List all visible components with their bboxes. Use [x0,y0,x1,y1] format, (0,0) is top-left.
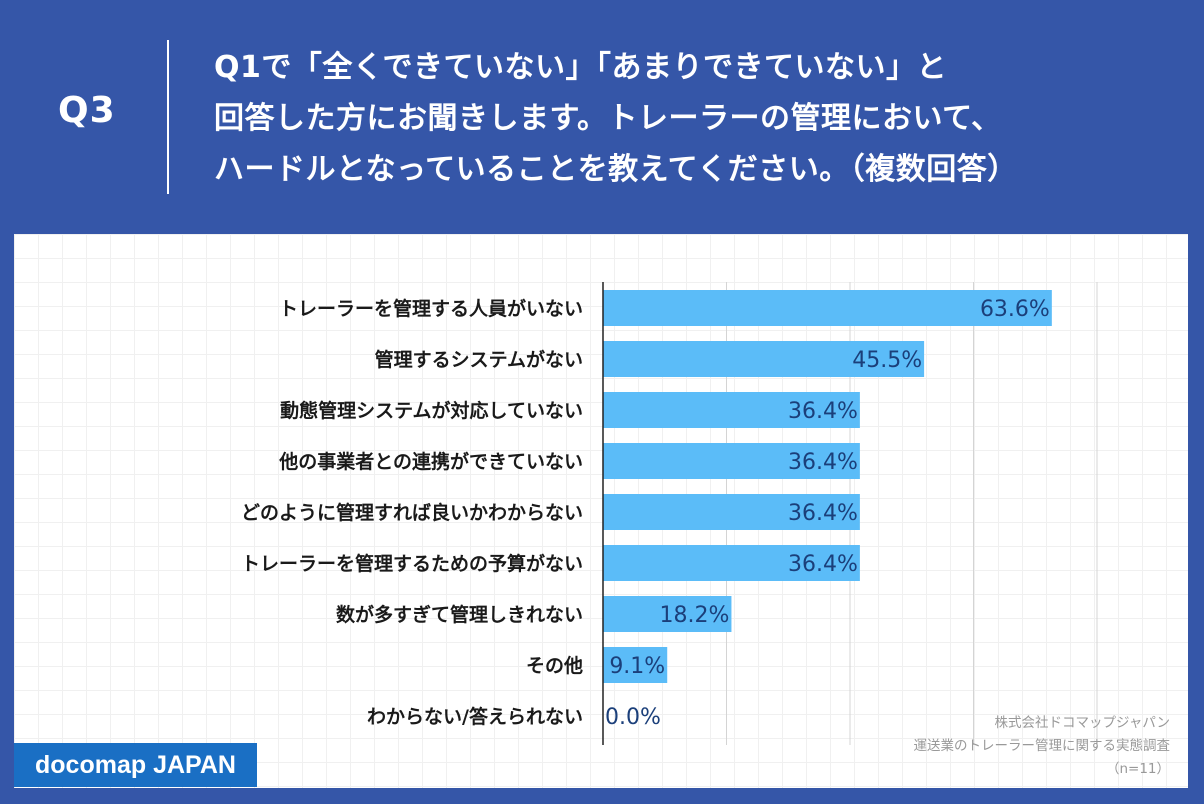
question-number: Q3 [58,90,116,131]
question-text: Q1で「全くできていない」「あまりできていない」と 回答した方にお聞きします。ト… [214,42,1174,195]
data-label: 36.4% [788,450,858,475]
source-line: （n=11） [1105,761,1170,777]
category-label: どのように管理すれば良いかわからない [241,501,583,524]
bar [603,494,860,530]
data-label: 18.2% [660,603,730,628]
bar [603,341,925,377]
category-label: トレーラーを管理するための予算がない [241,552,583,575]
chart-panel: トレーラーを管理する人員がいない 63.6% 管理するシステムがない 45.5% 動態管… [14,234,1188,788]
source-line: 運送業のトレーラー管理に関する実態調査 [913,738,1171,754]
category-label: 管理するシステムがない [375,348,583,371]
data-label: 63.6% [980,297,1050,322]
data-label: 9.1% [609,654,665,679]
source-line: 株式会社ドコマップジャパン [994,715,1171,731]
question-line: ハードルとなっていることを教えてください。（複数回答） [214,152,1018,187]
category-label: トレーラーを管理する人員がいない [279,297,583,320]
data-label: 36.4% [788,399,858,424]
bar-chart: トレーラーを管理する人員がいない 63.6% 管理するシステムがない 45.5% 動態管… [241,282,1098,745]
bar [603,596,732,632]
bar [603,290,1052,326]
category-label: 動態管理システムが対応していない [280,399,583,422]
category-label: わからない/答えられない [367,705,583,728]
docomap-logo: docomap JAPAN [14,743,257,787]
header-banner: Q3 Q1で「全くできていない」「あまりできていない」と 回答した方にお聞きしま… [0,0,1204,232]
data-label: 36.4% [788,552,858,577]
bar [603,647,668,683]
category-label: 他の事業者との連携ができていない [278,450,583,473]
data-label: 0.0% [605,705,661,730]
bar [603,545,860,581]
data-label: 36.4% [788,501,858,526]
category-label: 数が多すぎて管理しきれない [336,603,583,626]
source-note: 株式会社ドコマップジャパン 運送業のトレーラー管理に関する実態調査 （n=11） [810,712,1171,781]
question-line: Q1で「全くできていない」「あまりできていない」と [214,50,947,85]
bar [603,392,860,428]
data-label: 45.5% [852,348,922,373]
header-divider [167,40,169,194]
bar [603,443,860,479]
question-line: 回答した方にお聞きします。トレーラーの管理において、 [214,101,1002,136]
category-label: その他 [526,654,583,677]
